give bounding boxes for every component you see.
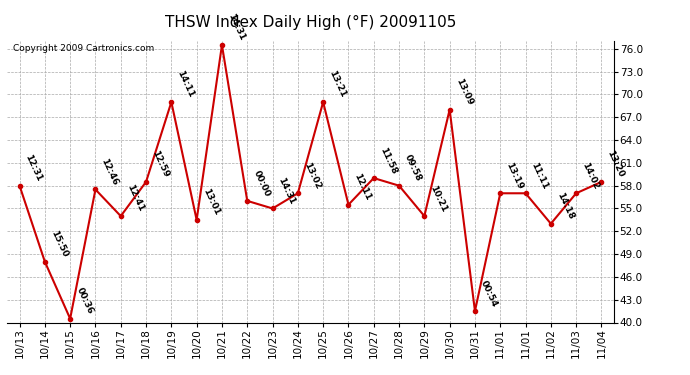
Text: 13:20: 13:20 — [606, 150, 626, 179]
Text: 11:11: 11:11 — [530, 161, 550, 190]
Text: 00:54: 00:54 — [479, 279, 500, 308]
Text: 12:11: 12:11 — [353, 172, 373, 202]
Text: 00:00: 00:00 — [251, 169, 271, 198]
Text: 10:21: 10:21 — [428, 184, 448, 213]
Text: 11:58: 11:58 — [378, 146, 398, 175]
Text: 12:46: 12:46 — [99, 157, 120, 187]
Text: 14:18: 14:18 — [555, 191, 575, 221]
Text: 13:09: 13:09 — [454, 77, 474, 107]
Text: 13:19: 13:19 — [504, 160, 524, 190]
Text: 14:31: 14:31 — [226, 12, 246, 42]
Text: Copyright 2009 Cartronics.com: Copyright 2009 Cartronics.com — [13, 44, 155, 53]
Text: 14:02: 14:02 — [580, 161, 600, 190]
Text: 14:31: 14:31 — [277, 176, 297, 206]
Text: 00:36: 00:36 — [75, 286, 95, 316]
Text: 13:02: 13:02 — [302, 161, 322, 190]
Text: 13:01: 13:01 — [201, 188, 221, 217]
Text: 12:41: 12:41 — [125, 183, 145, 213]
Text: 09:58: 09:58 — [403, 153, 424, 183]
Text: 12:31: 12:31 — [23, 153, 44, 183]
Text: THSW Index Daily High (°F) 20091105: THSW Index Daily High (°F) 20091105 — [165, 15, 456, 30]
Text: 15:50: 15:50 — [49, 229, 69, 259]
Text: 12:59: 12:59 — [150, 149, 170, 179]
Text: 13:21: 13:21 — [327, 69, 348, 99]
Text: 14:11: 14:11 — [175, 69, 196, 99]
